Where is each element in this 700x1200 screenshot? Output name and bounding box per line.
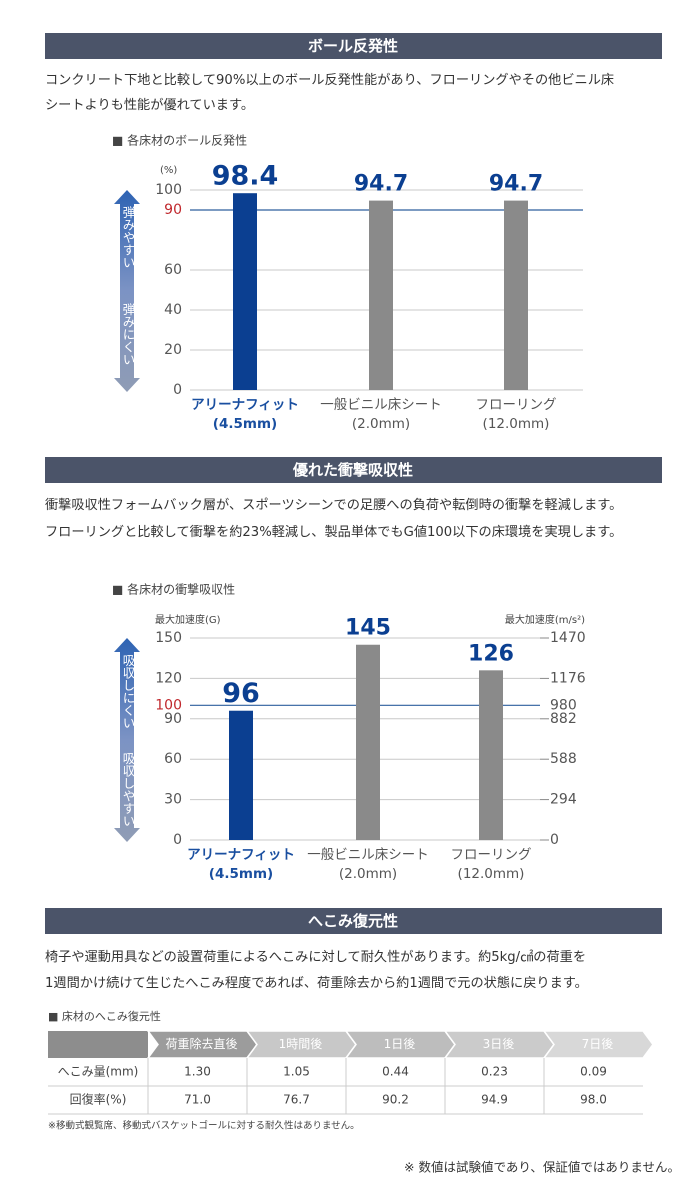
table-header: 荷重除去直後 [165,1036,237,1051]
category-note: (12.0mm) [483,416,550,432]
y-tick-label: 60 [164,751,182,767]
y-tick-label: 0 [173,832,182,848]
table-footnote: ※移動式観覧席、移動式バスケットゴールに対する耐久性はありません。 [48,1120,360,1132]
y-axis-label: 最大加速度(G) [155,613,221,626]
paragraph-line: 椅子や運動用具などの設置荷重によるへこみに対して耐久性があります。約5kg/㎠の… [45,949,586,965]
table-cell: 90.2 [382,1093,409,1107]
category-note: (2.0mm) [339,866,397,882]
category-label: フローリング [476,397,557,413]
arrow-label: 吸収しやすい [121,752,136,827]
section-title: ボール反発性 [308,37,398,55]
y-tick-label: 30 [164,792,182,808]
table-header-cell [542,1030,654,1059]
category-label: アリーナフィット [187,847,295,863]
data-label: 94.7 [354,172,408,197]
y-tick-label: 100 [155,182,182,198]
y-tick-label: 150 [155,630,182,646]
y-tick-label: 90 [164,711,182,727]
arrow-label: 弾みにくい [121,303,136,366]
chart-caption: ■ 各床材のボール反発性 [112,133,247,148]
category-note: (4.5mm) [213,416,277,432]
y-tick-label: 60 [164,262,182,278]
table-cell: 0.23 [481,1065,508,1079]
y-tick-label: 20 [164,342,182,358]
category-note: (2.0mm) [352,416,410,432]
data-label: 96 [222,678,260,709]
category-label: 一般ビニル床シート [320,397,442,413]
direction-arrow [114,190,140,392]
section-header [45,457,662,483]
y2-tick-label: 588 [550,751,577,767]
category-label: フローリング [451,847,532,863]
data-label: 145 [345,616,391,641]
category-label: 一般ビニル床シート [307,847,429,863]
row-label: へこみ量(mm) [58,1065,139,1079]
table-cell: 94.9 [481,1093,508,1107]
table-caption: ■ 床材のへこみ復元性 [48,1009,161,1023]
data-label: 98.4 [212,161,279,192]
data-label: 126 [468,641,514,666]
paragraph-line: コンクリート下地と比較して90%以上のボール反発性能があり、フローリングやその他… [45,72,614,88]
reference-label-y2: 980 [550,697,577,713]
y-tick-label: 120 [155,670,182,686]
table-header: 1時間後 [279,1037,323,1051]
category-label: アリーナフィット [191,397,299,413]
arrow-label: 吸収しにくい [121,654,136,729]
bar [479,670,503,840]
y2-tick-label: 294 [550,792,577,808]
table-cell: 76.7 [283,1093,310,1107]
y2-axis-label: 最大加速度(m/s²) [505,613,585,626]
section-header [45,33,662,59]
y2-tick-label: 882 [550,711,577,727]
reference-label: 90 [164,202,182,218]
reference-label: 100 [155,697,182,713]
table-header: 7日後 [582,1037,614,1051]
category-note: (12.0mm) [458,866,525,882]
row-label: 回復率(%) [70,1092,127,1107]
section-title: 優れた衝撃吸収性 [292,461,413,479]
table-cell: 1.30 [184,1065,211,1079]
data-label: 94.7 [489,172,543,197]
note: ※ 数値は試験値であり、保証値ではありません。 [404,1160,680,1175]
table-cell: 0.44 [382,1065,409,1079]
chart-caption: ■ 各床材の衝撃吸収性 [112,582,235,597]
y-tick-label: 40 [164,302,182,318]
paragraph-line: シートよりも性能が優れています。 [45,97,254,113]
paragraph-line: 1週間かけ続けて生じたへこみ程度であれば、荷重除去から約1週間で元の状態に戻りま… [45,975,588,991]
y2-tick-label: 1470 [550,630,586,646]
table-header: 1日後 [384,1037,416,1051]
table-cell: 1.05 [283,1065,310,1079]
table-cell: 0.09 [580,1065,607,1079]
table-header: 3日後 [483,1037,515,1051]
table-header-cell [48,1031,148,1058]
table-cell: 98.0 [580,1093,607,1107]
table-cell: 71.0 [184,1093,211,1107]
bar [504,200,528,390]
bar [229,710,253,840]
bar [233,193,257,390]
y2-tick-label: 1176 [550,670,586,686]
paragraph-line: フローリングと比較して衝撃を約23%軽減し、製品単体でもG値100以下の床環境を… [45,523,622,540]
y-tick-label: 0 [173,382,182,398]
bar [356,644,380,840]
y-axis-label: (%) [160,165,177,176]
paragraph-line: 衝撃吸収性フォームバック層が、スポーツシーンでの足腰への負荷や転倒時の衝撃を軽減… [45,496,622,513]
y2-tick-label: 0 [550,832,559,848]
bar [369,200,393,390]
category-note: (4.5mm) [209,866,273,882]
section-title: へこみ復元性 [308,912,398,930]
arrow-label: 弾みやすい [121,206,136,269]
direction-arrow [114,638,140,842]
section-header [45,908,662,934]
